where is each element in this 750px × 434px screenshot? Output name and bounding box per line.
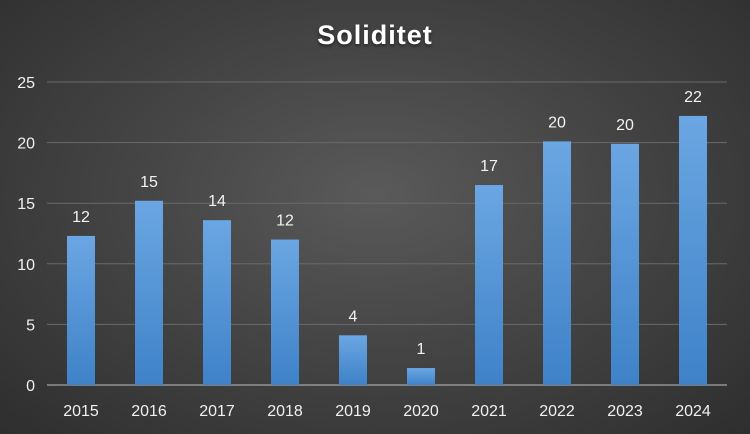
data-label-2018: 12 [276,213,294,230]
data-label-2024: 22 [684,89,702,106]
x-tick-label: 2021 [471,403,507,420]
y-tick-label: 15 [17,196,35,213]
y-tick-label: 25 [17,75,35,92]
data-label-2017: 14 [208,193,226,210]
bar-2017 [203,220,231,385]
y-tick-label: 20 [17,136,35,153]
x-tick-label: 2020 [403,403,439,420]
data-label-2022: 20 [548,114,566,131]
chart-title: Soliditet [317,20,433,50]
data-labels: 12 15 14 12 4 1 17 20 20 22 [72,89,702,358]
x-tick-label: 2017 [199,403,235,420]
y-tick-label: 10 [17,257,35,274]
data-label-2016: 15 [140,174,158,191]
bar-2016 [135,200,163,385]
data-label-2020: 1 [417,341,426,358]
bar-2020 [407,368,435,385]
y-axis: 0 5 10 15 20 25 [17,75,35,395]
data-label-2021: 17 [480,158,498,175]
bar-2015 [67,235,95,385]
x-tick-label: 2018 [267,403,303,420]
x-axis: 2015 2016 2017 2018 2019 2020 2021 2022 2023 2024 [63,403,711,420]
x-tick-label: 2022 [539,403,575,420]
bar-2018 [271,239,299,385]
bar-2022 [543,141,571,385]
data-label-2023: 20 [616,117,634,134]
y-tick-label: 5 [26,317,35,334]
x-tick-label: 2024 [675,403,711,420]
x-tick-label: 2016 [131,403,167,420]
bar-2021 [475,185,503,385]
bar-2023 [611,143,639,385]
x-tick-label: 2019 [335,403,371,420]
x-tick-label: 2015 [63,403,99,420]
bar-2024 [679,115,707,385]
y-tick-label: 0 [26,378,35,395]
bars [67,115,707,385]
data-label-2019: 4 [349,308,358,325]
bar-2019 [339,335,367,385]
data-label-2015: 12 [72,209,90,226]
x-tick-label: 2023 [607,403,643,420]
